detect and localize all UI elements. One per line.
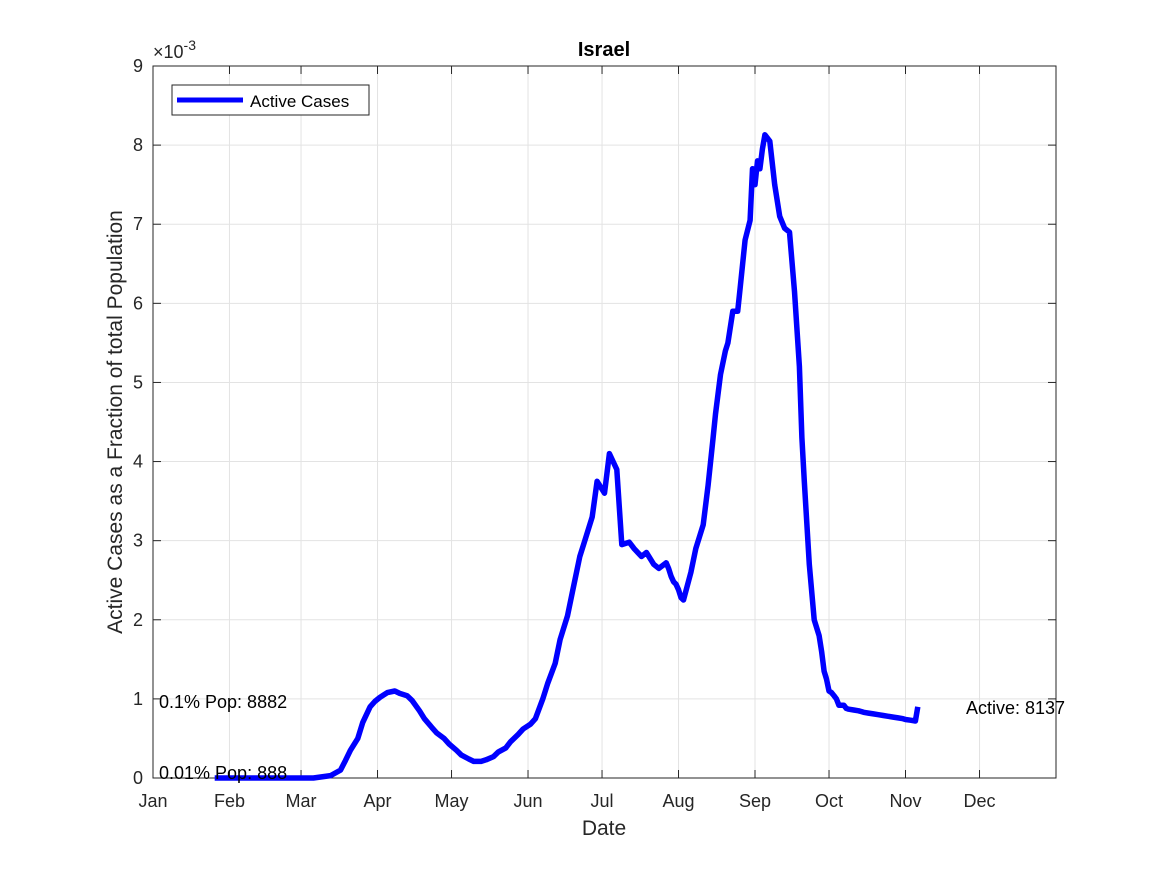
y-exponent-label: ×10-3	[153, 37, 196, 62]
y-tick-label: 7	[133, 214, 143, 234]
y-exponent-base: ×10	[153, 42, 184, 62]
x-tick-label: Apr	[364, 791, 392, 811]
y-tick-label: 6	[133, 293, 143, 313]
legend-box	[171, 84, 370, 116]
y-tick-label: 5	[133, 372, 143, 392]
x-tick-label: Jun	[514, 791, 543, 811]
y-axis-label: Active Cases as a Fraction of total Popu…	[104, 210, 127, 634]
legend-entry-active-cases: Active Cases	[250, 92, 349, 111]
y-tick-label: 8	[133, 135, 143, 155]
annotation-pop-0-1pct: 0.1% Pop: 8882	[159, 692, 287, 712]
y-tick-label: 2	[133, 610, 143, 630]
chart-title: Israel	[578, 39, 630, 61]
y-axis-ticks: 0 1 2 3 4 5 6 7 8 9	[133, 56, 1056, 788]
y-exponent-power: -3	[184, 37, 197, 53]
y-tick-label: 9	[133, 56, 143, 76]
y-tick-label: 0	[133, 768, 143, 788]
x-tick-label: Sep	[739, 791, 771, 811]
x-tick-label: Jul	[591, 791, 614, 811]
x-tick-label: Oct	[815, 791, 843, 811]
x-tick-label: Dec	[964, 791, 996, 811]
series-line-active-cases	[214, 132, 921, 781]
x-axis-ticks: Jan Feb Mar Apr May Jun Jul Aug Sep Oct Nov Dec	[138, 66, 996, 811]
x-tick-label: Feb	[214, 791, 245, 811]
plot-area-frame	[152, 65, 1057, 779]
series-layer	[214, 132, 921, 781]
x-tick-label: Jan	[138, 791, 167, 811]
x-tick-label: Mar	[286, 791, 317, 811]
x-tick-label: Nov	[889, 791, 921, 811]
annotation-active-count: Active: 8137	[966, 698, 1065, 718]
y-tick-label: 4	[133, 452, 143, 472]
y-tick-label: 1	[133, 689, 143, 709]
legend: Active Cases	[171, 84, 370, 116]
annotation-pop-0-01pct: 0.01% Pop: 888	[159, 763, 287, 783]
grid-lines	[153, 66, 1056, 778]
x-tick-label: May	[435, 791, 469, 811]
x-tick-label: Aug	[663, 791, 695, 811]
x-axis-label: Date	[582, 817, 626, 840]
y-tick-label: 3	[133, 531, 143, 551]
